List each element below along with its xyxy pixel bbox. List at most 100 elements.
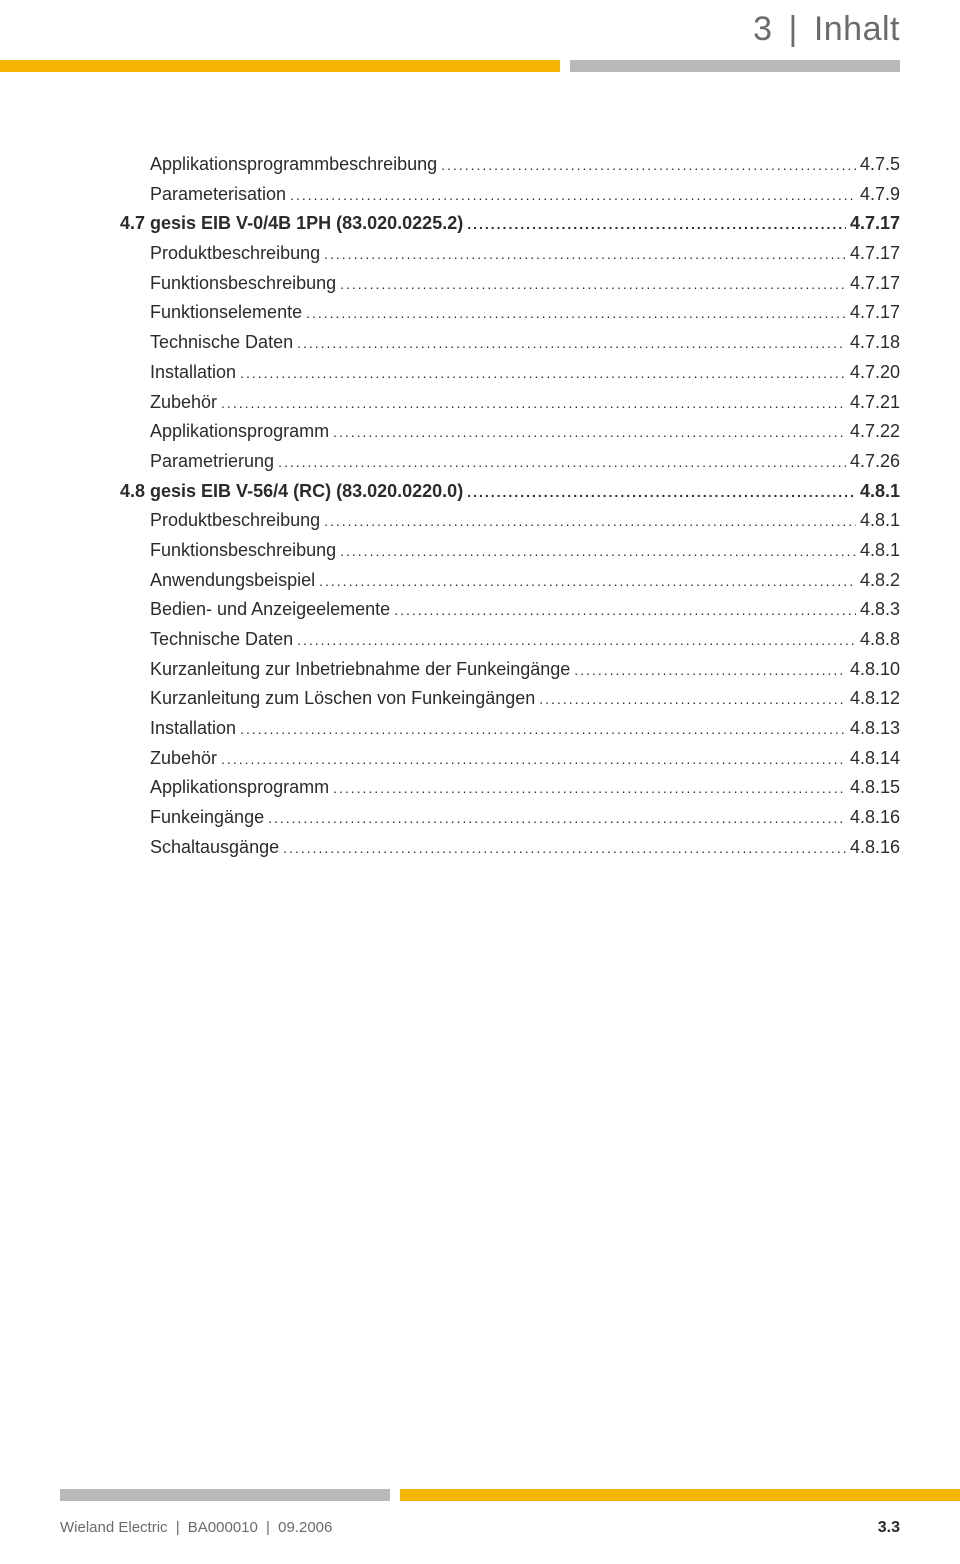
footer-accent-bars [0, 1489, 960, 1503]
page-footer: Wieland Electric | BA000010 | 09.2006 3.… [0, 1489, 960, 1549]
toc-row: Produktbeschreibung4.8.1 [120, 506, 900, 536]
toc-label: Funktionsbeschreibung [150, 536, 336, 566]
toc-leader-dots [333, 417, 846, 447]
pipe-separator: | [176, 1519, 180, 1536]
toc-row: Kurzanleitung zum Löschen von Funkeingän… [120, 684, 900, 714]
toc-page-ref: 4.7.18 [850, 328, 900, 358]
toc-page-ref: 4.7.26 [850, 447, 900, 477]
toc-label: Funktionsbeschreibung [150, 269, 336, 299]
toc-row: Applikationsprogrammbeschreibung 4.7.5 [120, 150, 900, 180]
toc-leader-dots [324, 239, 846, 269]
toc-leader-dots [221, 744, 846, 774]
toc-row: Funktionsbeschreibung 4.7.17 [120, 269, 900, 299]
toc-leader-dots [290, 180, 856, 210]
toc-page-ref: 4.7.22 [850, 417, 900, 447]
pipe-separator: | [789, 10, 798, 48]
toc-label: Zubehör [150, 744, 217, 774]
toc-label: Installation [150, 714, 236, 744]
toc-label: Parameterisation [150, 180, 286, 210]
toc-label: Parametrierung [150, 447, 274, 477]
accent-bar-yellow [400, 1489, 960, 1501]
page: 3 | Inhalt Applikationsprogrammbeschreib… [0, 0, 960, 1564]
toc-row: Produktbeschreibung4.7.17 [120, 239, 900, 269]
toc-row: 4.8 gesis EIB V-56/4 (RC) (83.020.0220.0… [120, 477, 900, 507]
toc-label: Anwendungsbeispiel [150, 566, 315, 596]
toc-row: Technische Daten 4.7.18 [120, 328, 900, 358]
toc-leader-dots [539, 684, 846, 714]
table-of-contents: Applikationsprogrammbeschreibung4.7.5Par… [120, 150, 900, 863]
pipe-separator: | [266, 1519, 270, 1536]
footer-date: 09.2006 [278, 1519, 332, 1536]
toc-label: Technische Daten [150, 328, 293, 358]
toc-page-ref: 4.8.16 [850, 833, 900, 863]
toc-page-ref: 4.8.12 [850, 684, 900, 714]
toc-label: Schaltausgänge [150, 833, 279, 863]
toc-row: Parametrierung 4.7.26 [120, 447, 900, 477]
toc-page-ref: 4.8.8 [860, 625, 900, 655]
toc-page-ref: 4.8.2 [860, 566, 900, 596]
toc-row: Funktionsbeschreibung 4.8.1 [120, 536, 900, 566]
toc-page-ref: 4.8.13 [850, 714, 900, 744]
toc-label: Produktbeschreibung [150, 239, 320, 269]
toc-page-ref: 4.7.17 [850, 269, 900, 299]
toc-page-ref: 4.8.1 [860, 536, 900, 566]
toc-page-ref: 4.7.21 [850, 388, 900, 418]
toc-page-ref: 4.7.9 [860, 180, 900, 210]
toc-leader-dots [333, 773, 846, 803]
accent-bar-grey [570, 60, 900, 72]
toc-leader-dots [340, 269, 846, 299]
toc-leader-dots [297, 625, 856, 655]
toc-label: Applikationsprogramm [150, 417, 329, 447]
footer-company: Wieland Electric [60, 1519, 168, 1536]
toc-row: Technische Daten 4.8.8 [120, 625, 900, 655]
toc-label: Produktbeschreibung [150, 506, 320, 536]
toc-page-ref: 4.8.3 [860, 595, 900, 625]
toc-page-ref: 4.7.5 [860, 150, 900, 180]
toc-row: Funkeingänge4.8.16 [120, 803, 900, 833]
toc-leader-dots [319, 566, 856, 596]
toc-leader-dots [278, 447, 846, 477]
toc-page-ref: 4.8.15 [850, 773, 900, 803]
toc-label: Kurzanleitung zum Löschen von Funkeingän… [150, 684, 535, 714]
toc-row: Zubehör4.7.21 [120, 388, 900, 418]
toc-page-ref: 4.8.14 [850, 744, 900, 774]
chapter-number: 3 [753, 10, 772, 48]
toc-leader-dots [306, 298, 846, 328]
toc-label: Technische Daten [150, 625, 293, 655]
toc-row: Installation 4.8.13 [120, 714, 900, 744]
toc-leader-dots [324, 506, 856, 536]
toc-row: Zubehör 4.8.14 [120, 744, 900, 774]
header-accent-bars [0, 60, 960, 74]
toc-page-ref: 4.7.17 [850, 298, 900, 328]
toc-label: 4.7 gesis EIB V-0/4B 1PH (83.020.0225.2) [120, 209, 463, 239]
toc-leader-dots [268, 803, 846, 833]
toc-leader-dots [467, 209, 846, 239]
toc-leader-dots [297, 328, 846, 358]
toc-row: Applikationsprogramm 4.7.22 [120, 417, 900, 447]
toc-row: Parameterisation 4.7.9 [120, 180, 900, 210]
toc-label: Applikationsprogramm [150, 773, 329, 803]
toc-page-ref: 4.7.20 [850, 358, 900, 388]
toc-row: Applikationsprogramm 4.8.15 [120, 773, 900, 803]
toc-row: Schaltausgänge 4.8.16 [120, 833, 900, 863]
accent-bar-yellow [0, 60, 560, 72]
toc-leader-dots [574, 655, 846, 685]
toc-label: Funktionselemente [150, 298, 302, 328]
toc-page-ref: 4.7.17 [850, 209, 900, 239]
toc-label: Applikationsprogrammbeschreibung [150, 150, 437, 180]
footer-doc-id: BA000010 [188, 1519, 258, 1536]
toc-label: Bedien- und Anzeigeelemente [150, 595, 390, 625]
toc-label: Funkeingänge [150, 803, 264, 833]
page-header: 3 | Inhalt [0, 0, 960, 90]
toc-label: Installation [150, 358, 236, 388]
toc-row: Installation 4.7.20 [120, 358, 900, 388]
toc-leader-dots [394, 595, 856, 625]
toc-row: Anwendungsbeispiel 4.8.2 [120, 566, 900, 596]
toc-leader-dots [467, 477, 856, 507]
toc-row: Kurzanleitung zur Inbetriebnahme der Fun… [120, 655, 900, 685]
toc-page-ref: 4.8.10 [850, 655, 900, 685]
toc-leader-dots [441, 150, 856, 180]
toc-leader-dots [283, 833, 846, 863]
toc-row: 4.7 gesis EIB V-0/4B 1PH (83.020.0225.2)… [120, 209, 900, 239]
chapter-title: Inhalt [814, 10, 900, 48]
